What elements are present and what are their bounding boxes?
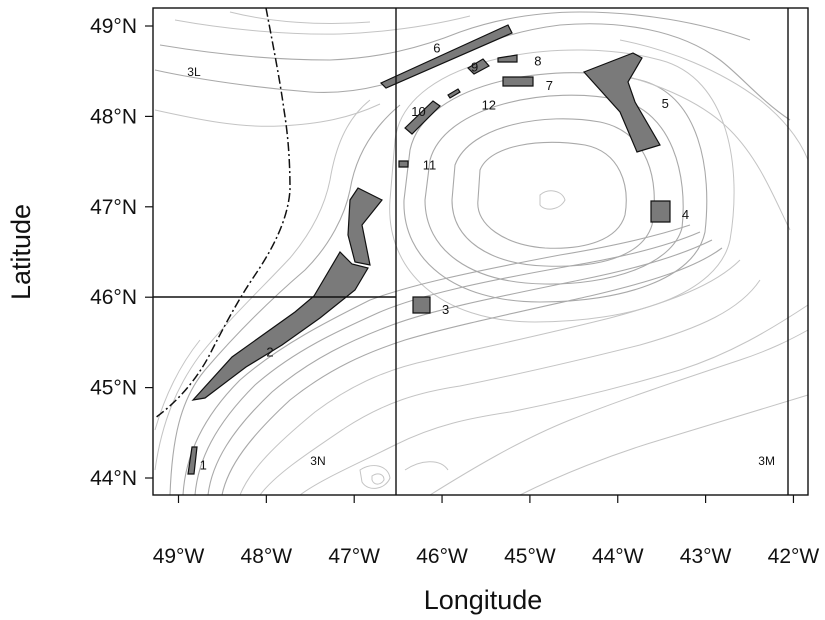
closure-area-label: 1: [200, 457, 207, 472]
y-tick-label: 49°N: [90, 15, 137, 38]
closure-area-label: 10: [411, 104, 425, 119]
closure-area-6: [379, 24, 513, 89]
closure-area-12: [447, 88, 461, 99]
closure-area-label: 12: [482, 98, 496, 113]
x-tick-label: 47°W: [328, 545, 380, 568]
closure-area-2b: [347, 187, 383, 266]
closure-area-label: 5: [662, 96, 669, 111]
x-axis-ticks: 49°W 48°W 47°W 46°W 45°W 44°W 43°W 42°W: [153, 495, 820, 568]
closure-area-label: 2: [266, 344, 273, 359]
y-tick-label: 44°N: [90, 467, 137, 490]
closure-area-label: 11: [423, 157, 437, 172]
y-axis-ticks: 49°N 48°N 47°N 46°N 45°N 44°N: [90, 15, 153, 490]
x-tick-label: 46°W: [416, 545, 468, 568]
closure-area-2: [191, 251, 369, 401]
division-labels: 3L 3N 3M: [187, 65, 775, 468]
division-label: 3L: [187, 65, 201, 79]
closure-area-11: [398, 160, 409, 168]
closure-area-3: [412, 296, 431, 314]
y-tick-label: 48°N: [90, 105, 137, 128]
dash-dot-boundary: [154, 7, 291, 419]
x-tick-label: 44°W: [592, 545, 644, 568]
closure-area-1: [187, 446, 198, 475]
x-tick-label: 45°W: [504, 545, 556, 568]
x-axis-title: Longitude: [424, 585, 543, 615]
bathymetry-contours: [154, 11, 809, 496]
y-tick-label: 47°N: [90, 196, 137, 219]
closure-area-label: 4: [682, 207, 689, 222]
x-tick-label: 43°W: [680, 545, 732, 568]
x-tick-label: 48°W: [241, 545, 293, 568]
y-tick-label: 46°N: [90, 286, 137, 309]
division-label: 3N: [310, 454, 325, 468]
y-axis-title: Latitude: [6, 204, 36, 300]
division-lines: [153, 8, 789, 495]
closure-area-10: [404, 100, 441, 135]
closure-area-label: 9: [471, 60, 478, 75]
plot-frame: [152, 7, 809, 496]
division-label: 3M: [758, 454, 775, 468]
closure-area-4: [650, 200, 671, 223]
closure-area-8: [497, 54, 518, 63]
x-tick-label: 42°W: [768, 545, 820, 568]
x-tick-label: 49°W: [153, 545, 205, 568]
closure-polygons: [187, 24, 671, 475]
y-tick-label: 45°N: [90, 377, 137, 400]
closure-area-label: 7: [546, 78, 553, 93]
closure-area-label: 3: [442, 302, 449, 317]
closure-area-5: [582, 52, 661, 153]
closure-area-label: 8: [534, 53, 541, 68]
closure-area-label: 6: [433, 41, 440, 56]
closure-area-9: [467, 58, 490, 75]
closure-area-7: [502, 76, 534, 87]
